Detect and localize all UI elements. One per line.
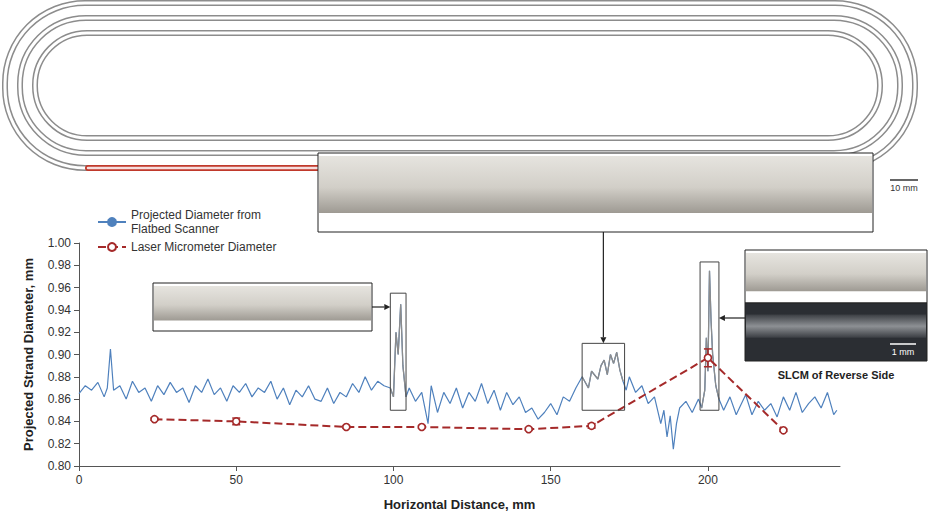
svg-text:Horizontal Distance, mm: Horizontal Distance, mm [384, 497, 536, 512]
svg-text:0.98: 0.98 [48, 258, 72, 272]
svg-text:0.88: 0.88 [48, 370, 72, 384]
svg-text:10 mm: 10 mm [890, 183, 918, 193]
svg-text:Projected Diameter from: Projected Diameter from [131, 208, 264, 222]
svg-text:0.80: 0.80 [48, 459, 72, 473]
svg-text:0.94: 0.94 [48, 303, 72, 317]
svg-text:0.84: 0.84 [48, 414, 72, 428]
svg-text:100: 100 [383, 473, 403, 487]
svg-text:50: 50 [230, 473, 244, 487]
svg-text:0.82: 0.82 [48, 437, 72, 451]
svg-text:Flatbed Scanner: Flatbed Scanner [131, 222, 219, 236]
svg-text:0: 0 [76, 473, 83, 487]
svg-text:Projected Strand Diameter, mm: Projected Strand Diameter, mm [21, 258, 36, 451]
svg-text:0.86: 0.86 [48, 392, 72, 406]
svg-text:1 mm: 1 mm [892, 347, 915, 357]
svg-text:0.90: 0.90 [48, 348, 72, 362]
svg-text:0.92: 0.92 [48, 325, 72, 339]
svg-text:1.00: 1.00 [48, 236, 72, 250]
svg-text:SLCM of Reverse Side: SLCM of Reverse Side [778, 369, 895, 381]
svg-text:150: 150 [541, 473, 561, 487]
svg-text:200: 200 [698, 473, 718, 487]
svg-text:Laser Micrometer Diameter: Laser Micrometer Diameter [131, 240, 276, 254]
svg-text:0.96: 0.96 [48, 281, 72, 295]
